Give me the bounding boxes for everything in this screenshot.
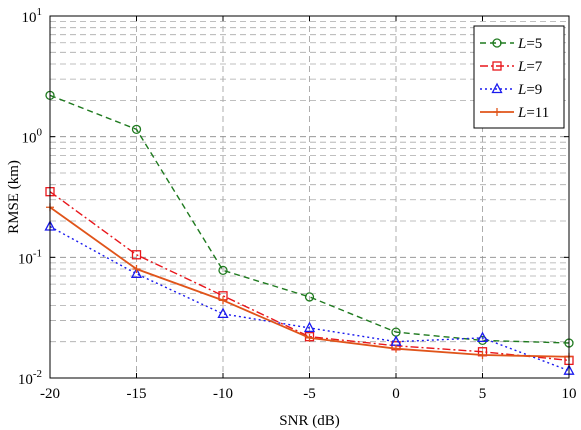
legend-entry: L=7: [480, 59, 543, 75]
data-point-marker: [131, 250, 142, 260]
y-tick-label: 10-2: [18, 368, 42, 388]
legend-marker: [492, 38, 502, 48]
data-point-marker: [304, 292, 315, 302]
legend-label: L=5: [517, 36, 542, 52]
legend-marker: [493, 108, 501, 116]
x-axis-title: SNR (dB): [279, 413, 339, 429]
grid-lines: [50, 16, 569, 378]
data-point-marker: [219, 296, 227, 305]
y-tick-label: 100: [22, 127, 43, 147]
x-tick-label: 10: [562, 386, 577, 402]
data-point-marker: [217, 307, 229, 319]
data-point-marker: [131, 124, 142, 134]
legend: L=5 L=7 L=9 L=11: [473, 25, 565, 129]
legend-box: [473, 25, 565, 129]
legend-entry: L=5: [480, 36, 542, 52]
data-point-marker: [132, 265, 141, 274]
legend-label: L=7: [517, 59, 543, 75]
data-point-marker: [478, 351, 487, 360]
y-axis-title: RMSE (km): [6, 160, 22, 234]
x-tick-label: -5: [303, 386, 316, 402]
legend-marker: [491, 82, 503, 94]
y-tick-label: 10-1: [18, 247, 42, 267]
series-line: [49, 94, 570, 344]
x-tick-label: -20: [40, 386, 60, 402]
data-point-marker: [305, 333, 314, 342]
legend-marker: [492, 61, 502, 71]
legend-label: L=9: [517, 82, 542, 98]
x-tick-label: 5: [479, 386, 487, 402]
legend-entry: L=9: [480, 82, 542, 98]
series-layer: [44, 90, 575, 375]
x-tick-label: -10: [213, 386, 233, 402]
axis-ticks: -20 -15 -10 -5 0 5 10 101 100 10-1 10-2: [18, 6, 577, 402]
data-point-marker: [476, 331, 489, 343]
data-point-marker: [130, 267, 143, 278]
legend-label: L=11: [517, 105, 549, 121]
x-tick-label: -15: [127, 386, 147, 402]
series-line: [49, 191, 570, 362]
data-point-marker: [218, 265, 228, 276]
data-point-marker: [303, 321, 316, 333]
x-tick-label: 0: [392, 386, 400, 402]
legend-entry: L=11: [480, 105, 549, 121]
y-tick-label: 101: [22, 6, 43, 26]
data-point-marker: [392, 344, 400, 353]
series-line: [49, 225, 570, 372]
